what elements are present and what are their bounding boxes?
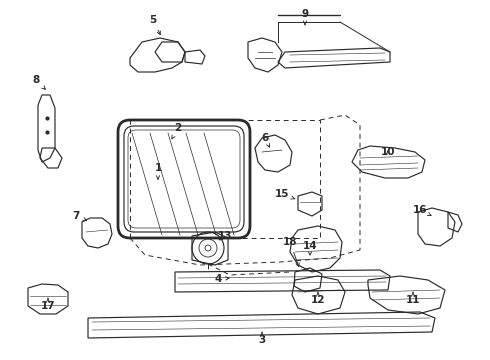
Text: 16: 16 — [413, 205, 431, 216]
Text: 14: 14 — [303, 241, 318, 255]
Text: 15: 15 — [275, 189, 295, 199]
Text: 18: 18 — [283, 237, 299, 266]
Text: 17: 17 — [41, 298, 55, 311]
Text: 13: 13 — [218, 231, 232, 241]
Text: 11: 11 — [406, 292, 420, 305]
Text: 10: 10 — [381, 147, 395, 157]
Text: 9: 9 — [301, 9, 309, 25]
Text: 3: 3 — [258, 332, 266, 345]
Text: 1: 1 — [154, 163, 162, 179]
Text: 4: 4 — [214, 274, 229, 284]
Text: 12: 12 — [311, 292, 325, 305]
Text: 5: 5 — [149, 15, 160, 35]
Text: 7: 7 — [73, 211, 87, 221]
Text: 6: 6 — [261, 133, 270, 147]
Text: 8: 8 — [32, 75, 45, 89]
Text: 2: 2 — [172, 123, 182, 139]
